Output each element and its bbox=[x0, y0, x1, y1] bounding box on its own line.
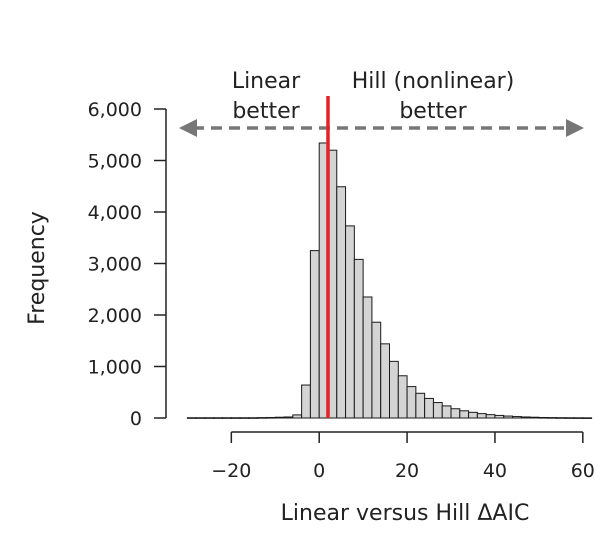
histogram-bar bbox=[222, 417, 232, 419]
histogram-bar bbox=[485, 414, 496, 419]
arrow-head-right bbox=[566, 119, 584, 137]
histogram-bar bbox=[432, 402, 443, 419]
histogram-bar bbox=[265, 416, 276, 419]
y-tick-label: 2,000 bbox=[88, 305, 142, 327]
histogram-bar bbox=[520, 416, 531, 419]
annotation-hill: Hill (nonlinear) bbox=[352, 69, 515, 94]
histogram-bar bbox=[371, 321, 382, 419]
x-axis-title: Linear versus Hill ΔAIC bbox=[281, 501, 530, 526]
histogram-bar bbox=[564, 417, 575, 419]
histogram-bar bbox=[283, 416, 294, 419]
x-tick-label: −20 bbox=[211, 460, 251, 482]
histogram-bar bbox=[257, 417, 267, 419]
histogram-bar bbox=[529, 416, 540, 419]
y-tick-label: 5,000 bbox=[88, 151, 142, 173]
histogram-bar bbox=[538, 416, 549, 419]
histogram-bar bbox=[555, 417, 566, 419]
histogram-bar bbox=[239, 417, 250, 419]
histogram-bar bbox=[503, 415, 514, 419]
histogram-bar bbox=[397, 375, 408, 419]
histogram-bar bbox=[213, 417, 224, 419]
histogram-bar bbox=[274, 416, 285, 419]
histogram-bar bbox=[468, 411, 478, 419]
y-ticks: 0 1,000 2,000 3,000 4,000 5,000 6,000 bbox=[88, 99, 166, 430]
histogram-bar bbox=[204, 417, 215, 419]
x-tick-label: 20 bbox=[395, 460, 419, 482]
annotation-hill-better: better bbox=[399, 99, 467, 124]
histogram-bar bbox=[476, 413, 487, 419]
histogram-bar bbox=[345, 225, 355, 419]
direction-arrow bbox=[179, 119, 584, 137]
histogram-bar bbox=[582, 417, 593, 419]
histogram-bar bbox=[424, 397, 434, 419]
histogram-bar bbox=[230, 417, 241, 419]
x-axis: −20 0 20 40 60 bbox=[211, 431, 595, 482]
histogram-bar bbox=[547, 417, 557, 419]
histogram-bar bbox=[459, 410, 470, 419]
histogram-bar bbox=[353, 258, 364, 419]
histogram-bar bbox=[301, 384, 311, 419]
histogram-bar bbox=[336, 186, 347, 419]
y-tick-label: 1,000 bbox=[88, 357, 142, 379]
histogram-bar bbox=[186, 417, 197, 419]
x-tick-label: 40 bbox=[483, 460, 507, 482]
y-axis: 0 1,000 2,000 3,000 4,000 5,000 6,000 bbox=[88, 99, 167, 430]
histogram-bar bbox=[512, 416, 522, 419]
histogram-bar bbox=[389, 360, 399, 419]
annotation-linear: Linear bbox=[232, 69, 301, 94]
histogram-bar bbox=[415, 392, 426, 419]
histogram-bar bbox=[441, 405, 452, 419]
histogram-bar bbox=[292, 414, 303, 419]
histogram-bar bbox=[450, 408, 461, 419]
x-tick-label: 0 bbox=[313, 460, 325, 482]
arrow-head-left bbox=[179, 119, 197, 137]
histogram-bar bbox=[494, 414, 505, 419]
y-axis-title: Frequency bbox=[25, 211, 50, 325]
y-tick-label: 6,000 bbox=[88, 99, 142, 121]
annotation-linear-better: better bbox=[232, 99, 300, 124]
x-ticks: −20 0 20 40 60 bbox=[211, 432, 595, 482]
annotations: Linear better Hill (nonlinear) better bbox=[232, 69, 515, 124]
y-tick-label: 4,000 bbox=[88, 202, 142, 224]
histogram-bar bbox=[406, 386, 417, 419]
y-tick-label: 0 bbox=[130, 408, 142, 430]
y-tick-label: 3,000 bbox=[88, 254, 142, 276]
histogram-bars bbox=[186, 142, 593, 419]
histogram-bar bbox=[309, 250, 320, 419]
histogram-bar bbox=[248, 417, 259, 419]
histogram-bar bbox=[380, 343, 391, 419]
histogram-bar bbox=[195, 417, 206, 419]
histogram-bar bbox=[573, 417, 584, 419]
histogram-bar bbox=[362, 296, 373, 419]
x-tick-label: 60 bbox=[571, 460, 595, 482]
